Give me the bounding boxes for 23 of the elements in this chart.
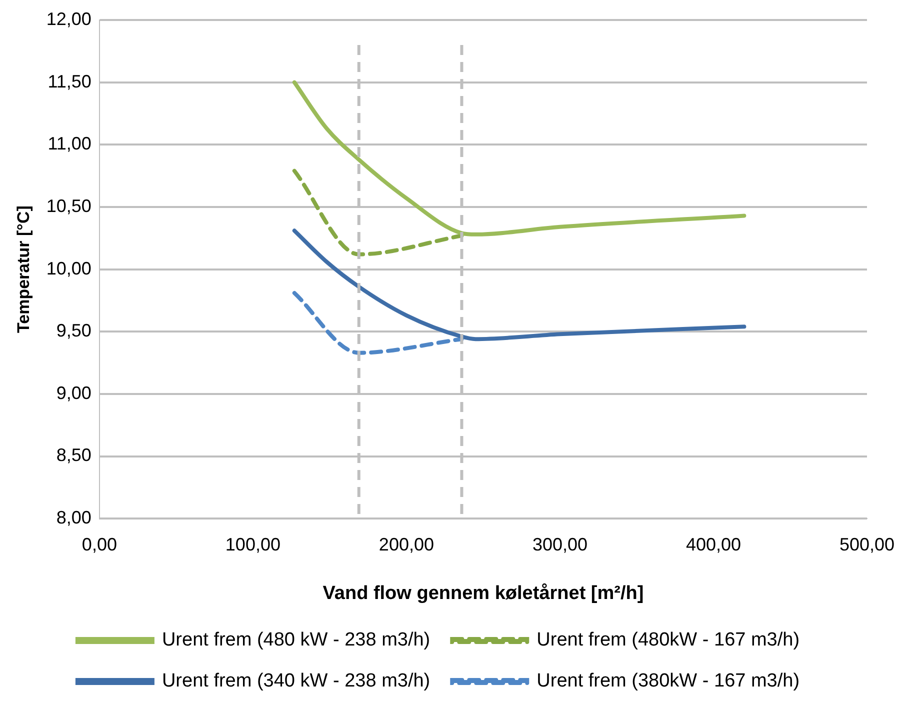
x-tick-label: 400,00 xyxy=(686,534,742,554)
y-tick-label: 11,00 xyxy=(48,134,92,154)
x-tick-label: 200,00 xyxy=(378,534,434,554)
y-axis-title: Temperatur [°C] xyxy=(14,206,33,333)
x-tick-label: 300,00 xyxy=(532,534,588,554)
y-tick-label: 12,00 xyxy=(46,8,92,29)
legend-label: Urent frem (340 kW - 238 m3/h) xyxy=(162,670,430,692)
legend-label: Urent frem (480 kW - 238 m3/h) xyxy=(162,630,430,651)
y-tick-label: 8,00 xyxy=(56,508,92,528)
x-axis-title: Vand flow gennem køletårnet [m²/h] xyxy=(322,582,644,604)
legend-label: Urent frem (380kW - 167 m3/h) xyxy=(536,670,800,692)
y-tick-label: 10,00 xyxy=(46,258,92,278)
x-tick-label: 500,00 xyxy=(839,534,895,554)
y-tick-label: 10,50 xyxy=(46,196,92,216)
line-series xyxy=(292,80,746,236)
line-series xyxy=(292,228,746,342)
y-tick-label: 11,50 xyxy=(48,71,92,92)
y-tick-label: 9,00 xyxy=(56,382,92,403)
y-tick-label: 8,50 xyxy=(56,445,92,466)
legend-label: Urent frem (480kW - 167 m3/h) xyxy=(536,630,800,651)
x-tick-label: 100,00 xyxy=(225,534,280,554)
y-tick-label: 9,50 xyxy=(56,320,92,341)
x-tick-label: 0,00 xyxy=(82,534,117,554)
